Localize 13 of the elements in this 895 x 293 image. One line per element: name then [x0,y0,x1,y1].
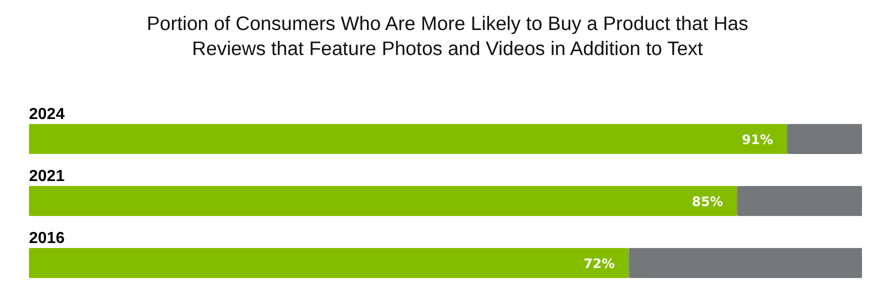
chart-title: Portion of Consumers Who Are More Likely to Buy a Product that Has Reviews that Feature Photos and Videos in Addition to Text [146,13,749,60]
bar [29,124,788,154]
y-tick-label: 2021 [29,168,65,185]
data-label: 72% [584,257,615,272]
bar [29,186,738,216]
y-tick-label: 2024 [29,106,65,123]
bar [628,248,862,278]
bar [787,124,862,154]
bar [29,248,629,278]
y-tick-label: 2016 [29,230,65,247]
data-label: 91% [742,133,774,148]
bar [737,186,862,216]
data-label: 85% [692,195,724,210]
